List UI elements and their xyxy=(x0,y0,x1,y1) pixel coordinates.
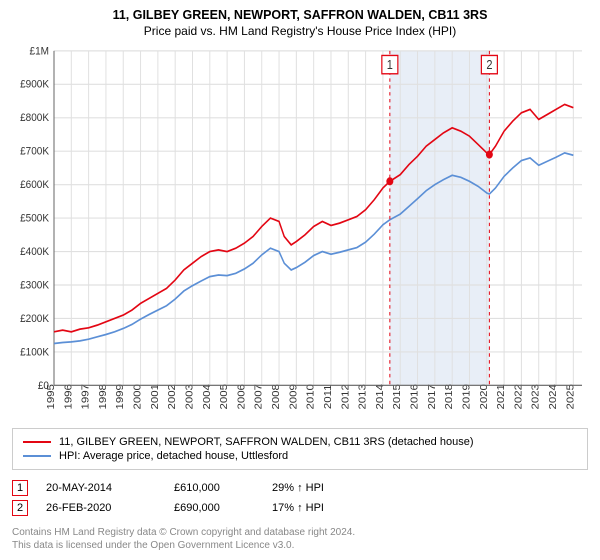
y-tick-label: £100K xyxy=(20,346,50,359)
x-tick-label: 2016 xyxy=(409,384,420,410)
x-tick-label: 1995 xyxy=(46,384,57,410)
x-tick-label: 2002 xyxy=(167,384,178,410)
x-tick-label: 2008 xyxy=(271,384,282,410)
x-tick-label: 2006 xyxy=(236,384,247,410)
sale-marker: 2 xyxy=(12,500,28,516)
x-tick-label: 2000 xyxy=(132,384,143,410)
x-tick-label: 2022 xyxy=(513,384,524,410)
x-tick-label: 2024 xyxy=(548,384,559,410)
y-tick-label: £900K xyxy=(20,78,50,91)
x-tick-label: 2025 xyxy=(565,384,576,410)
sale-price: £690,000 xyxy=(174,502,254,514)
marker-dot xyxy=(486,151,493,159)
sale-date: 26-FEB-2020 xyxy=(46,502,156,514)
legend-swatch xyxy=(23,455,51,457)
sale-row: 2 26-FEB-2020 £690,000 17% ↑ HPI xyxy=(12,498,588,518)
footnote-line: Contains HM Land Registry data © Crown c… xyxy=(12,526,588,539)
x-tick-label: 2012 xyxy=(340,384,351,410)
x-tick-label: 1998 xyxy=(98,384,109,410)
page-subtitle: Price paid vs. HM Land Registry's House … xyxy=(12,24,588,38)
x-tick-label: 1999 xyxy=(115,384,126,410)
x-tick-label: 2005 xyxy=(219,384,230,410)
x-tick-label: 2023 xyxy=(530,384,541,410)
x-tick-label: 2017 xyxy=(426,384,437,410)
x-tick-label: 2010 xyxy=(305,384,316,410)
chart-svg: £0£100K£200K£300K£400K£500K£600K£700K£80… xyxy=(12,44,588,422)
x-tick-label: 2003 xyxy=(184,384,195,410)
x-tick-label: 2011 xyxy=(323,384,334,409)
legend-label: 11, GILBEY GREEN, NEWPORT, SAFFRON WALDE… xyxy=(59,436,473,448)
x-tick-label: 2013 xyxy=(357,384,368,410)
x-tick-label: 2018 xyxy=(444,384,455,410)
chart-area: £0£100K£200K£300K£400K£500K£600K£700K£80… xyxy=(12,44,588,422)
sale-price: £610,000 xyxy=(174,482,254,494)
y-tick-label: £400K xyxy=(20,245,50,258)
sale-marker: 1 xyxy=(12,480,28,496)
x-tick-label: 2014 xyxy=(375,384,386,410)
sales-table: 1 20-MAY-2014 £610,000 29% ↑ HPI 2 26-FEB-202… xyxy=(12,478,588,518)
footnote: Contains HM Land Registry data © Crown c… xyxy=(12,526,588,552)
y-tick-label: £300K xyxy=(20,279,50,292)
sale-row: 1 20-MAY-2014 £610,000 29% ↑ HPI xyxy=(12,478,588,498)
sale-pct: 17% ↑ HPI xyxy=(272,502,362,514)
x-tick-label: 2004 xyxy=(201,384,212,410)
legend-swatch xyxy=(23,441,51,443)
sale-date: 20-MAY-2014 xyxy=(46,482,156,494)
y-tick-label: £1M xyxy=(30,45,49,58)
y-tick-label: £500K xyxy=(20,212,50,225)
y-tick-label: £200K xyxy=(20,312,50,325)
sale-pct: 29% ↑ HPI xyxy=(272,482,362,494)
marker-dot xyxy=(386,177,393,185)
page-title: 11, GILBEY GREEN, NEWPORT, SAFFRON WALDE… xyxy=(12,8,588,22)
y-tick-label: £600K xyxy=(20,179,50,192)
x-tick-label: 2015 xyxy=(392,384,403,410)
legend-row: HPI: Average price, detached house, Uttl… xyxy=(23,449,577,463)
x-tick-label: 1997 xyxy=(80,384,91,410)
footnote-line: This data is licensed under the Open Gov… xyxy=(12,539,588,552)
marker-label: 1 xyxy=(387,57,393,72)
x-tick-label: 2001 xyxy=(149,384,160,410)
y-tick-label: £700K xyxy=(20,145,50,158)
legend: 11, GILBEY GREEN, NEWPORT, SAFFRON WALDE… xyxy=(12,428,588,470)
legend-row: 11, GILBEY GREEN, NEWPORT, SAFFRON WALDE… xyxy=(23,435,577,449)
x-tick-label: 2020 xyxy=(478,384,489,410)
chart-container: 11, GILBEY GREEN, NEWPORT, SAFFRON WALDE… xyxy=(0,0,600,560)
y-tick-label: £800K xyxy=(20,112,50,125)
x-tick-label: 2007 xyxy=(253,384,264,410)
marker-label: 2 xyxy=(486,57,492,72)
x-tick-label: 2019 xyxy=(461,384,472,410)
x-tick-label: 1996 xyxy=(63,384,74,410)
x-tick-label: 2021 xyxy=(496,384,507,410)
x-tick-label: 2009 xyxy=(288,384,299,410)
legend-label: HPI: Average price, detached house, Uttl… xyxy=(59,450,288,462)
